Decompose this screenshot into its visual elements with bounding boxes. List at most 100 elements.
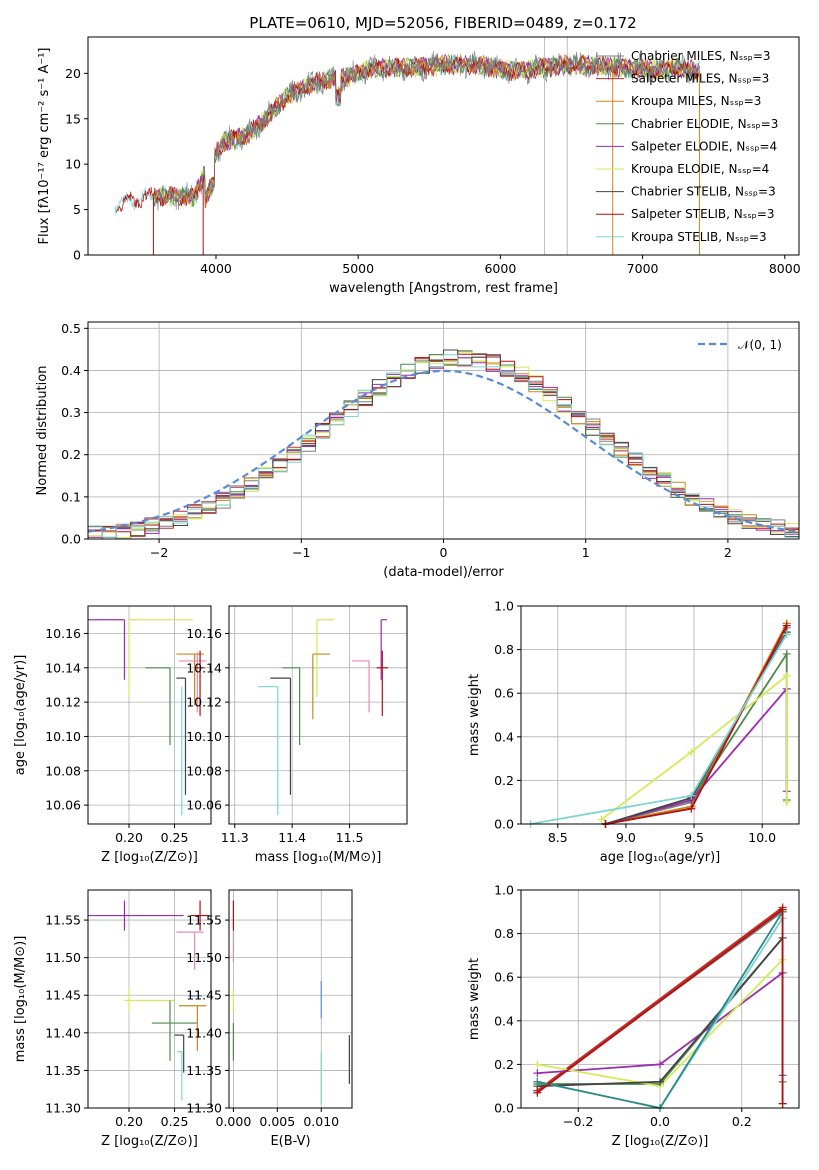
legend-entry: Salpeter ELODIE, Nₛₛₚ=4	[631, 139, 777, 153]
legend-entry: Chabrier ELODIE, Nₛₛₚ=3	[631, 117, 778, 131]
mass-vs-EBV-axes: 0.000 0.005 0.010 11.30 11.35 11.40 11.45 11.50…	[186, 890, 352, 1149]
mass-weight-marker	[778, 1099, 787, 1108]
x-axis-label: age [log₁₀(age/yr)]	[600, 850, 721, 865]
y-tick-label: 10	[65, 157, 81, 172]
massweight-vs-Z-axes: −0.2 0.0 0.2 0.0 0.2 0.4 0.6 0.8 1.0 Z [log₁₀(Z/Z…	[467, 883, 799, 1149]
mass-weight-marker	[687, 748, 696, 757]
y-tick-label: 11.35	[186, 1063, 222, 1078]
x-axis-label: mass [log₁₀(M/M⊙)]	[255, 850, 382, 865]
gaussian-curve	[88, 369, 799, 533]
y-tick-label: 0.4	[494, 1013, 514, 1028]
y-tick-label: 10.06	[45, 798, 81, 813]
y-tick-label: 11.50	[45, 950, 81, 965]
y-tick-label: 11.55	[186, 913, 222, 928]
age-vs-Z-points	[88, 619, 207, 816]
x-tick-label: 1	[582, 545, 590, 560]
y-tick-label: 10.16	[45, 626, 81, 641]
x-axis-label: E(B-V)	[270, 1134, 310, 1149]
y-tick-label: 0.2	[61, 447, 81, 462]
x-tick-label: 0.25	[161, 830, 189, 845]
x-tick-label: 9.0	[616, 830, 636, 845]
x-tick-label: 0	[440, 545, 448, 560]
x-tick-label: 5000	[342, 261, 374, 276]
y-tick-label: 15	[65, 111, 81, 126]
mass-weight-marker	[656, 1060, 664, 1069]
x-tick-label: 0.000	[215, 1114, 251, 1129]
y-tick-label: 11.55	[45, 913, 81, 928]
legend-entry: Salpeter STELIB, Nₛₛₚ=3	[631, 207, 775, 221]
residuals-frame	[87, 321, 800, 540]
mass-weight-marker	[782, 630, 791, 639]
y-tick-label: 0.6	[494, 970, 514, 985]
x-tick-label: −2	[150, 545, 168, 560]
massweight-vs-age-series	[526, 619, 791, 828]
mass-weight-line	[530, 633, 788, 825]
y-tick-label: 5	[73, 202, 81, 217]
y-tick-label: 10.16	[186, 626, 222, 641]
y-tick-label: 11.40	[45, 1025, 81, 1040]
mass-weight-marker	[656, 1077, 664, 1086]
x-tick-label: 10.0	[748, 830, 776, 845]
x-tick-label: 0.010	[303, 1114, 339, 1129]
age-vs-mass-frame	[228, 605, 408, 825]
residuals-axes: −2 −1 0 1 2 0.0 0.1 0.2 0.3 0.4 0.5 (data-model)/er…	[35, 321, 799, 580]
legend-gauss-label: 𝒩(0, 1)	[738, 338, 782, 352]
y-tick-label: 11.30	[186, 1101, 222, 1116]
y-tick-label: 0.8	[494, 642, 514, 657]
x-tick-label: 4000	[200, 261, 232, 276]
y-tick-label: 0.2	[494, 773, 514, 788]
y-axis-label: Flux [fλ10⁻¹⁷ erg cm⁻² s⁻¹ A⁻¹]	[37, 48, 52, 245]
x-tick-label: 11.4	[278, 830, 306, 845]
x-tick-label: 11.5	[336, 830, 364, 845]
y-tick-label: 11.40	[186, 1025, 222, 1040]
y-tick-label: 11.30	[45, 1101, 81, 1116]
y-tick-label: 11.50	[186, 950, 222, 965]
legend-entry: Chabrier STELIB, Nₛₛₚ=3	[631, 185, 776, 199]
mass-weight-marker	[687, 804, 696, 813]
spectrum-series-line	[153, 53, 700, 209]
y-tick-label: 0.4	[494, 729, 514, 744]
x-tick-label: 0.25	[161, 1114, 189, 1129]
y-axis-label: mass weight	[467, 958, 482, 1040]
y-tick-label: 0.0	[494, 1101, 514, 1116]
y-axis-label: mass [log₁₀(M/M⊙)]	[13, 936, 28, 1063]
figure-title: PLATE=0610, MJD=52056, FIBERID=0489, z=0…	[249, 14, 636, 32]
x-axis-label: wavelength [Angstrom, rest frame]	[329, 281, 558, 296]
spectrum-axes: 4000 5000 6000 7000 8000 0 5 10 15 20 wavelength […	[37, 48, 801, 297]
mass-vs-Z-points	[88, 900, 210, 1101]
legend-entry: Salpeter MILES, Nₛₛₚ=3	[631, 72, 769, 86]
y-tick-label: 10.14	[186, 660, 222, 675]
massweight-vs-age-frame	[520, 605, 800, 825]
legend-entry: Kroupa ELODIE, Nₛₛₚ=4	[631, 162, 769, 176]
x-tick-label: 2	[724, 545, 732, 560]
y-tick-label: 10.06	[186, 798, 222, 813]
mass-weight-marker	[687, 791, 696, 800]
y-tick-label: 10.12	[186, 695, 222, 710]
y-tick-label: 0.0	[494, 817, 514, 832]
y-tick-label: 10.08	[45, 763, 81, 778]
age-vs-mass-axes: 11.3 11.4 11.5 10.06 10.08 10.10 10.12 10.14 10.…	[186, 606, 407, 865]
mass-vs-EBV-frame	[228, 889, 353, 1109]
y-tick-label: 10.08	[186, 763, 222, 778]
spectrum-series-line	[153, 50, 700, 211]
mass-weight-marker	[782, 798, 791, 807]
x-axis-label: Z [log₁₀(Z/Z⊙)]	[101, 850, 198, 865]
y-tick-label: 0.2	[494, 1057, 514, 1072]
x-tick-label: 7000	[627, 261, 659, 276]
x-tick-label: 6000	[484, 261, 516, 276]
y-tick-label: 0.6	[494, 686, 514, 701]
mass-vs-EBV-points	[232, 900, 350, 1105]
spectrum-lines	[114, 50, 700, 255]
y-tick-label: 0.8	[494, 926, 514, 941]
mass-weight-marker	[533, 1060, 542, 1069]
y-tick-label: 11.35	[45, 1063, 81, 1078]
y-tick-label: 1.0	[494, 883, 514, 898]
y-tick-label: 11.45	[186, 988, 222, 1003]
spectrum-frame	[87, 36, 800, 256]
mass-weight-line	[605, 686, 788, 825]
y-axis-label: Normed distribution	[35, 366, 50, 496]
age-vs-mass-points	[257, 619, 389, 816]
y-tick-label: 1.0	[494, 599, 514, 614]
x-tick-label: 0.005	[259, 1114, 295, 1129]
